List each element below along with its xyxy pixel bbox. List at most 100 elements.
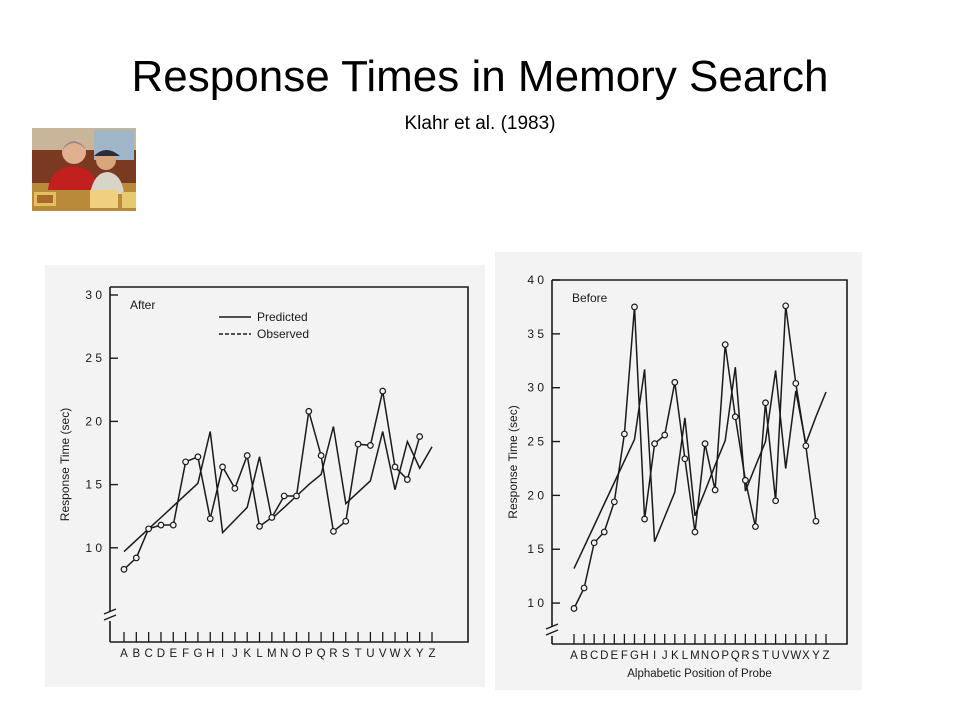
x-tick-label: K (243, 648, 251, 660)
x-tick-label: W (790, 650, 801, 662)
data-point-observed (342, 517, 350, 525)
x-tick-label: G (630, 650, 639, 662)
x-tick-label: J (662, 650, 668, 662)
plot-frame (552, 279, 848, 645)
data-point-observed (802, 442, 810, 450)
x-tick-label: V (379, 648, 387, 660)
data-point-observed (145, 525, 153, 533)
data-point-observed (379, 387, 387, 395)
data-point-observed (391, 463, 399, 471)
x-tick-label: S (342, 648, 350, 660)
data-point-observed (182, 458, 190, 466)
data-point-observed (631, 303, 638, 311)
x-tick-label: U (771, 650, 779, 662)
x-tick-label: Y (812, 650, 820, 662)
slide-title: Response Times in Memory Search (131, 52, 829, 101)
data-point-observed (219, 463, 226, 471)
data-point-observed (157, 521, 165, 529)
series-line-predicted (123, 426, 433, 553)
x-tick-label: P (721, 650, 729, 662)
data-point-observed (721, 341, 729, 349)
x-tick-label: M (690, 650, 700, 662)
x-tick-label: B (580, 650, 588, 662)
data-point-observed (403, 476, 411, 483)
data-point-observed (570, 605, 578, 612)
x-tick-label: U (366, 648, 374, 660)
y-tick-label: 2 5 (85, 351, 102, 365)
x-tick-label: E (610, 650, 618, 662)
data-point-observed (620, 430, 628, 438)
x-tick-label: Q (731, 650, 740, 662)
x-tick-label: I (221, 648, 224, 660)
x-tick-label: L (682, 650, 689, 662)
y-tick-label: 2 0 (527, 488, 544, 502)
x-tick-label: C (144, 648, 152, 660)
x-tick-label: D (600, 650, 608, 662)
x-tick-label: N (280, 648, 288, 660)
data-point-observed (120, 565, 128, 573)
y-tick-label: 2 0 (85, 414, 102, 428)
data-point-observed (580, 584, 588, 592)
x-tick-label: F (182, 648, 189, 660)
data-point-observed (792, 379, 800, 387)
x-tick-label: T (355, 648, 362, 660)
data-point-observed (305, 407, 313, 415)
data-point-observed (169, 521, 177, 529)
x-tick-label: W (390, 648, 401, 660)
data-point-observed (194, 453, 202, 461)
x-tick-label: I (653, 650, 656, 662)
x-tick-label: Y (416, 648, 424, 660)
data-point-observed (731, 413, 739, 421)
x-tick-label: V (782, 650, 790, 662)
y-tick-label: 1 0 (527, 596, 544, 610)
legend-label: Observed (257, 327, 309, 341)
data-point-observed (317, 452, 325, 459)
y-tick-label: 2 5 (527, 435, 544, 449)
data-point-observed (782, 302, 790, 310)
data-point-observed (671, 378, 679, 386)
chart-before: 4 0 3 5 3 0 2 5 2 0 1 5 1 0 A B C D E F G H I J K L M N O P Q R S… (506, 273, 848, 680)
x-tick-label: F (621, 650, 628, 662)
researcher-photo (32, 128, 136, 211)
x-tick-label: D (157, 648, 165, 660)
series-line-predicted (573, 367, 827, 569)
y-tick-label: 4 0 (527, 273, 544, 287)
x-axis-label: Alphabetic Position of Probe (627, 668, 771, 680)
x-tick-label: R (329, 648, 337, 660)
data-point-observed (610, 498, 618, 506)
data-point-observed (280, 492, 288, 500)
data-point-observed (354, 440, 362, 448)
data-point-observed (812, 517, 820, 525)
data-point-observed (243, 452, 251, 459)
data-point-observed (206, 515, 214, 523)
series-line-observed (123, 390, 421, 570)
x-tick-label: B (132, 648, 140, 660)
data-point-observed (256, 522, 263, 530)
y-tick-label: 1 5 (85, 478, 102, 492)
y-tick-label: 3 5 (527, 327, 544, 341)
data-point-observed (762, 399, 769, 407)
data-point-observed (330, 527, 337, 535)
x-tick-label: C (590, 650, 598, 662)
series-line-observed (573, 305, 817, 609)
x-tick-label: Z (822, 650, 829, 662)
slide-subtitle: Klahr et al. (1983) (404, 113, 556, 134)
chart-after: 3 0 2 5 2 0 1 5 1 0 A B C D E F G H I J K L M N O P Q R S T U V W X Y… (58, 286, 469, 660)
data-point-observed (772, 497, 780, 505)
axis-break-mark (545, 623, 559, 636)
y-tick-label: 1 0 (85, 541, 102, 555)
x-tick-label: O (292, 648, 301, 660)
legend-label: Predicted (257, 310, 308, 324)
x-tick-label: P (305, 648, 313, 660)
data-point-observed (293, 492, 300, 500)
x-tick-label: A (570, 650, 578, 662)
x-tick-label: K (671, 650, 679, 662)
data-point-observed (681, 455, 689, 463)
data-point-observed (752, 523, 759, 531)
data-point-observed (231, 484, 239, 492)
x-tick-label: G (193, 648, 202, 660)
data-point-observed (600, 528, 608, 536)
data-point-observed (741, 476, 749, 484)
y-tick-label: 3 0 (85, 288, 102, 302)
